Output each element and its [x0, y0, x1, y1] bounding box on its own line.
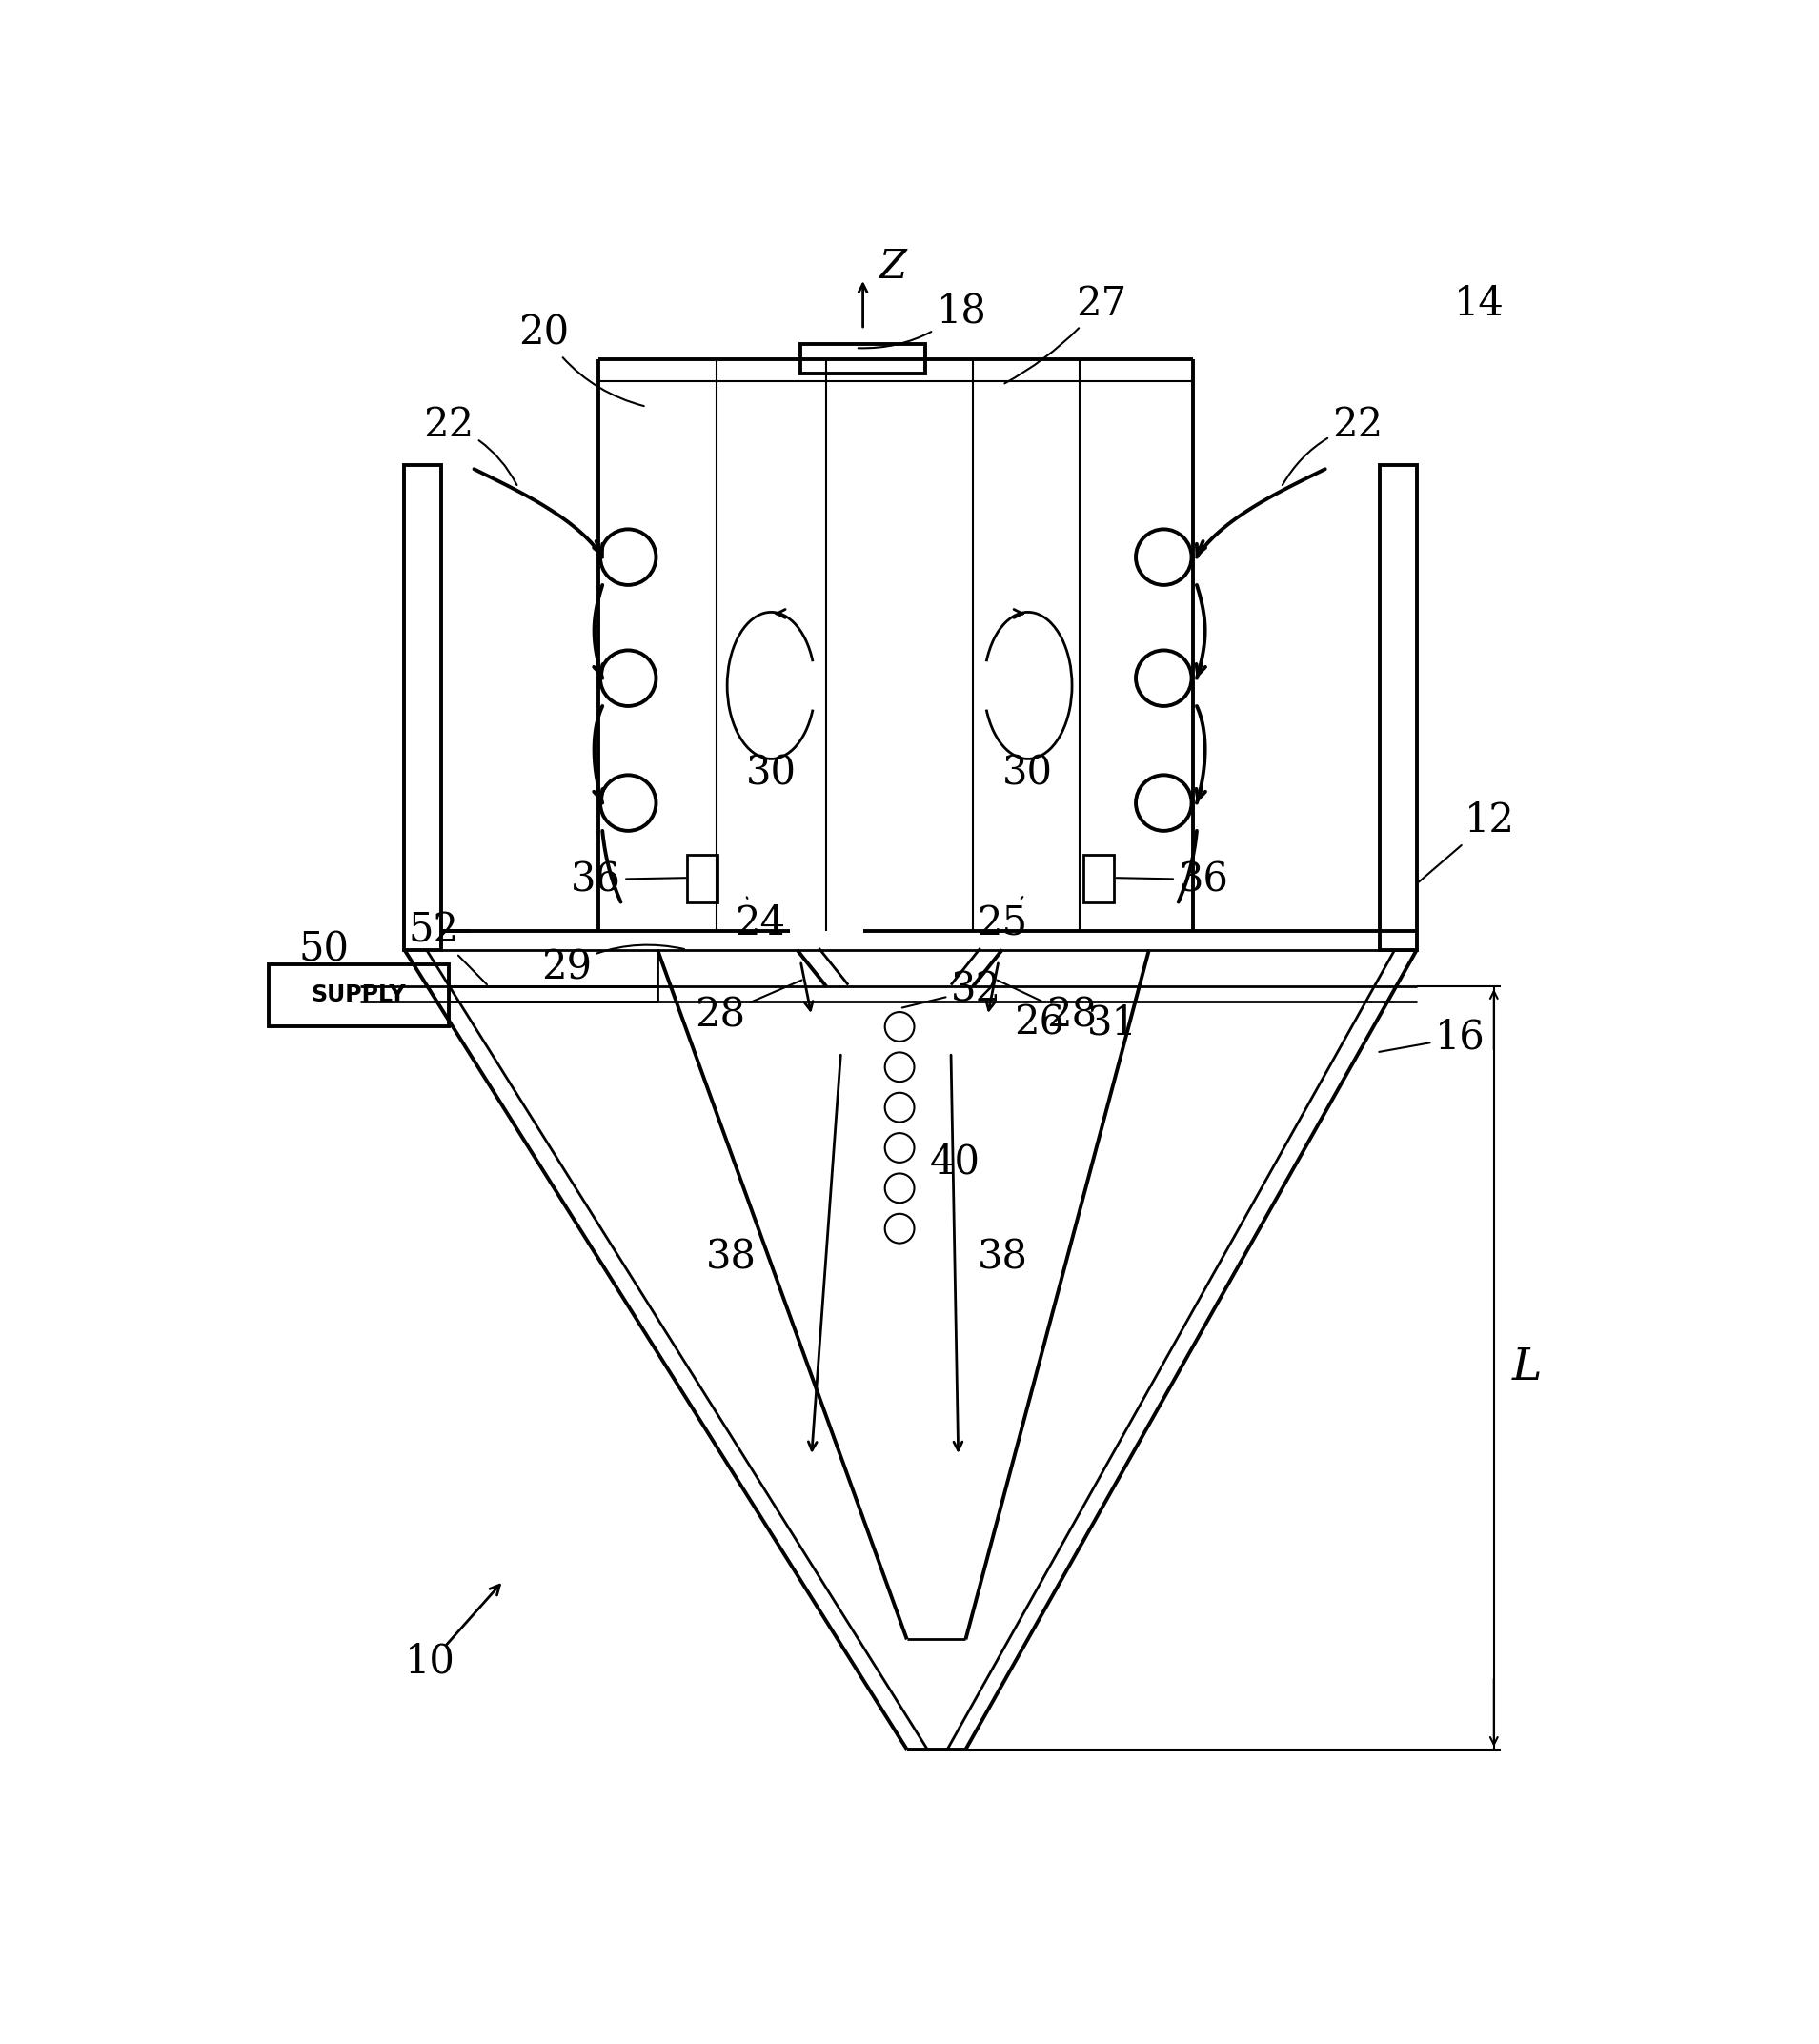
Text: 28: 28	[997, 981, 1097, 1036]
Text: 28: 28	[695, 979, 802, 1036]
Bar	[800, 343, 926, 374]
Text: 27: 27	[1004, 284, 1126, 384]
Text: 10: 10	[406, 1641, 455, 1682]
Circle shape	[1135, 529, 1191, 585]
Text: 52: 52	[409, 912, 487, 985]
Text: 30: 30	[746, 754, 797, 793]
Circle shape	[600, 529, 657, 585]
Text: 31: 31	[1088, 1004, 1137, 1042]
Text: 30: 30	[1002, 754, 1053, 793]
Circle shape	[600, 775, 657, 830]
Text: Z: Z	[879, 247, 906, 288]
Text: 32: 32	[902, 969, 1002, 1010]
Text: 38: 38	[706, 1239, 757, 1278]
Text: 38: 38	[977, 1239, 1028, 1278]
Circle shape	[600, 650, 657, 705]
Text: 25: 25	[977, 897, 1028, 944]
Text: 22: 22	[1282, 405, 1382, 484]
Text: 16: 16	[1379, 1018, 1486, 1057]
Bar	[688, 854, 719, 901]
Circle shape	[1135, 775, 1191, 830]
Bar	[404, 466, 440, 950]
Circle shape	[1135, 650, 1191, 705]
Text: 40: 40	[930, 1143, 980, 1183]
Text: 26: 26	[1013, 1004, 1064, 1042]
Text: 14: 14	[1453, 284, 1504, 325]
Text: 36: 36	[571, 861, 686, 899]
Text: SUPPLY: SUPPLY	[311, 983, 406, 1006]
Text: 29: 29	[540, 944, 684, 987]
Text: L: L	[1512, 1347, 1543, 1390]
Bar	[1381, 466, 1417, 950]
Text: 20: 20	[518, 313, 644, 407]
Text: 12: 12	[1419, 801, 1515, 881]
Text: 50: 50	[298, 930, 349, 969]
Text: 22: 22	[424, 405, 517, 484]
Text: 18: 18	[859, 290, 986, 347]
Bar	[1082, 854, 1113, 901]
Text: 36: 36	[1117, 861, 1230, 899]
Bar	[269, 965, 447, 1026]
Text: 24: 24	[735, 897, 786, 944]
